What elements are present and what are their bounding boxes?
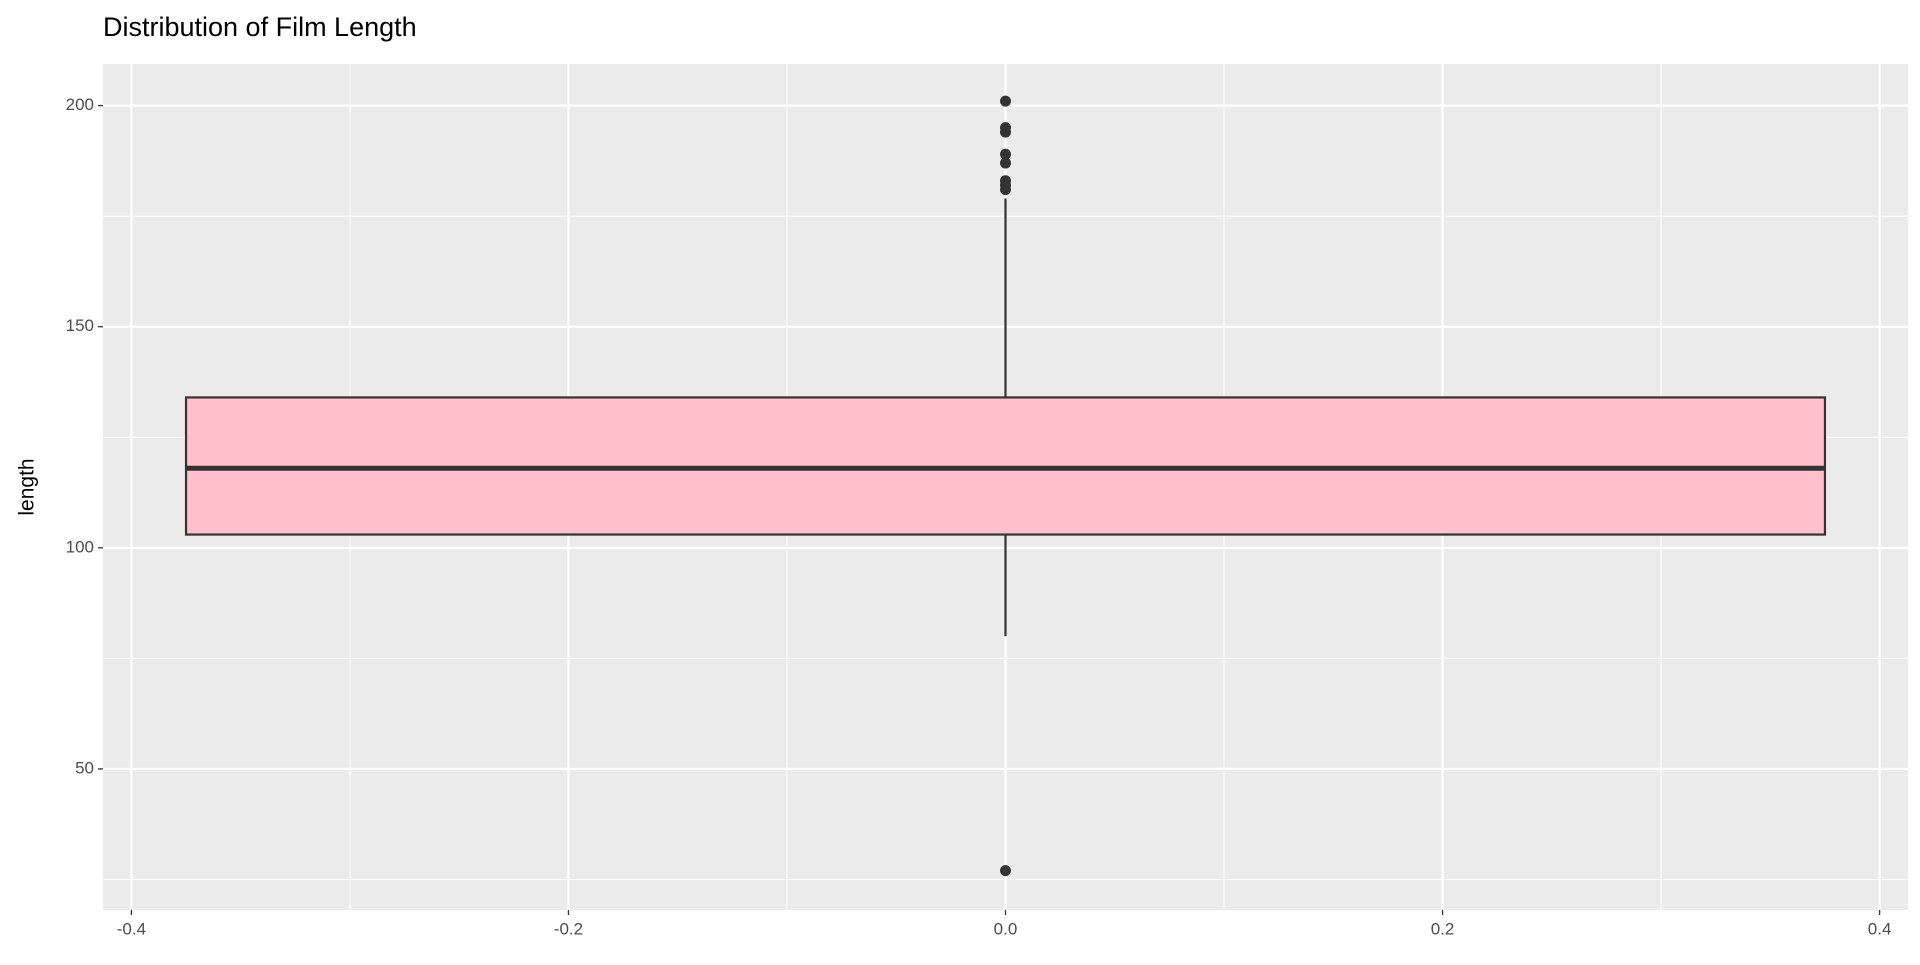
y-axis-label: length [16, 458, 39, 515]
chart-title: Distribution of Film Length [103, 12, 417, 42]
outlier [1000, 865, 1011, 877]
x-tick-label: 0.4 [1868, 919, 1892, 938]
y-tick-label: 200 [66, 95, 94, 114]
outlier [1000, 184, 1011, 196]
outlier [1000, 157, 1011, 169]
y-tick-label: 100 [66, 537, 94, 556]
x-tick-label: 0.2 [1431, 919, 1455, 938]
x-tick-label: -0.2 [554, 919, 583, 938]
outlier [1000, 95, 1011, 107]
x-tick-label: 0.0 [994, 919, 1018, 938]
outlier [1000, 148, 1011, 160]
outlier [1000, 126, 1011, 138]
x-tick-label: -0.4 [117, 919, 146, 938]
y-tick-label: 150 [66, 316, 94, 335]
y-tick-label: 50 [75, 758, 94, 777]
